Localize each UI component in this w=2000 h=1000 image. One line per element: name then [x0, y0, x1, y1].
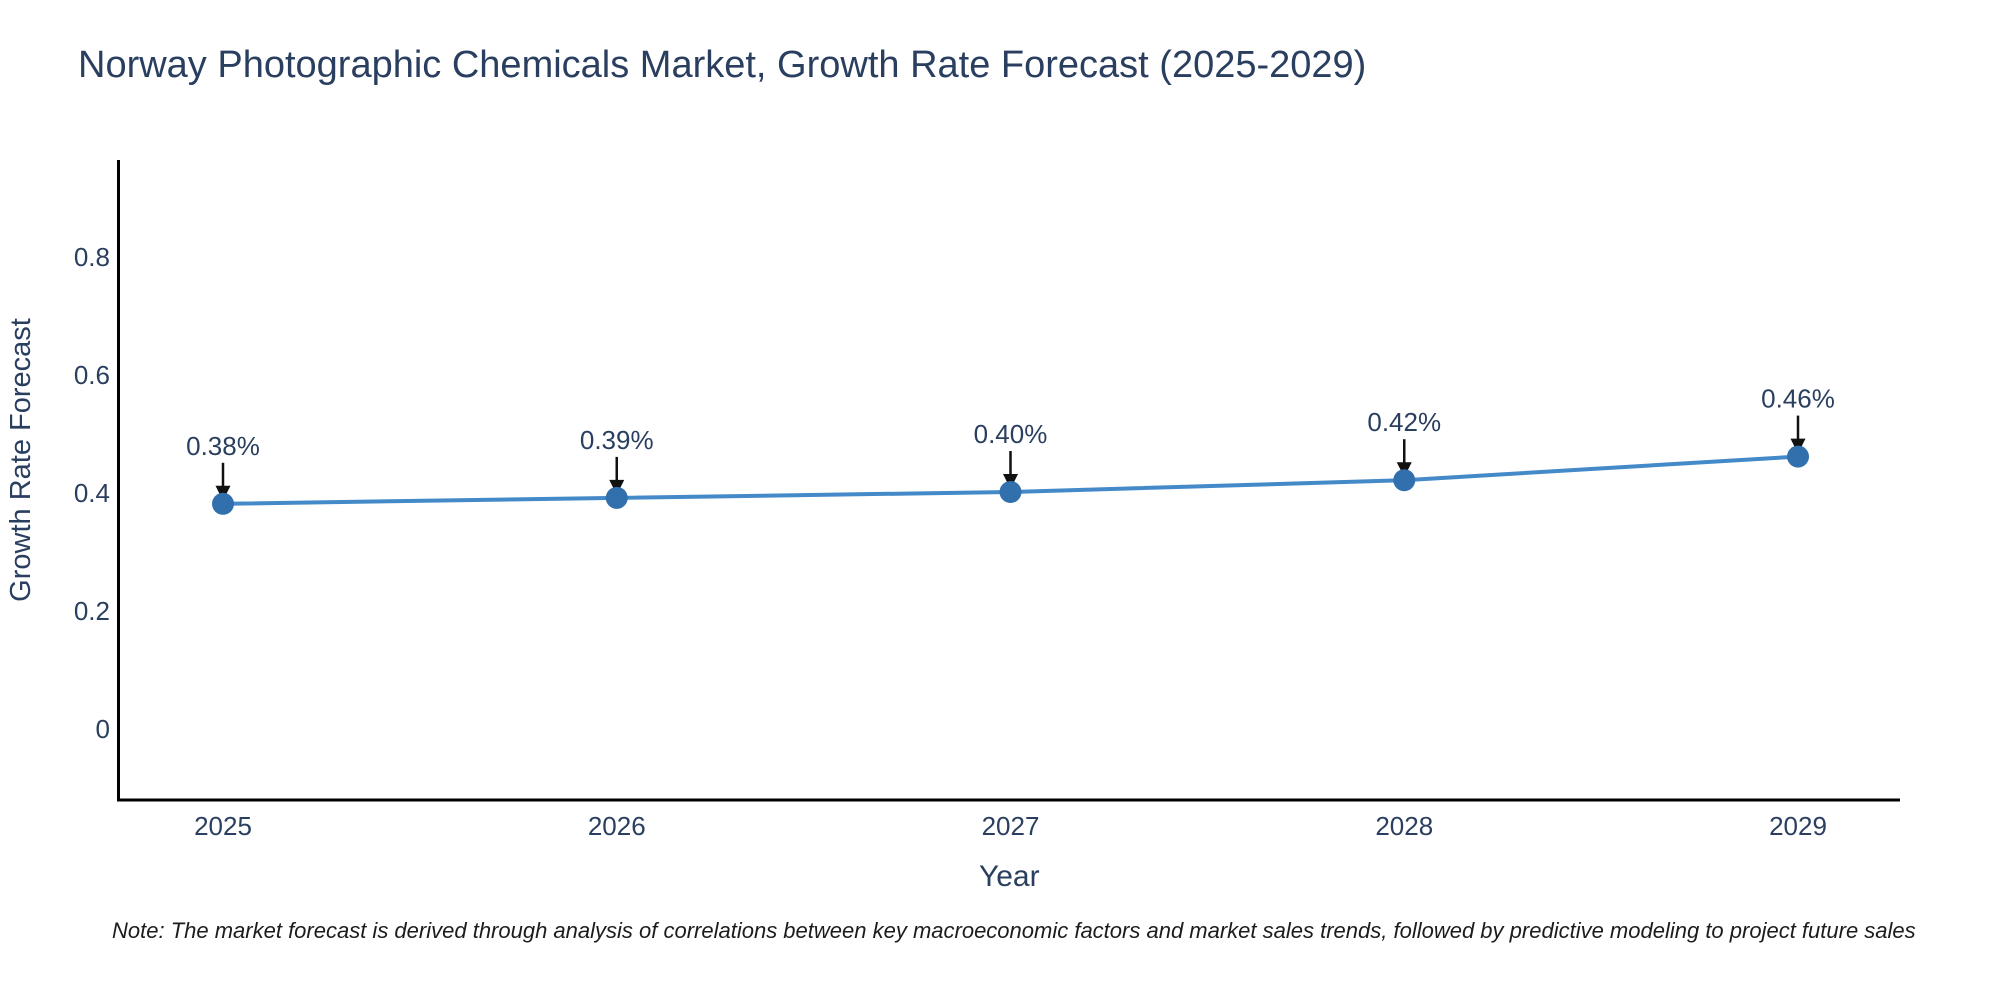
x-axis-title: Year	[979, 860, 1040, 893]
y-tick-label: 0	[96, 714, 110, 744]
y-tick-label: 0.2	[74, 596, 110, 626]
data-point-marker	[605, 486, 628, 509]
data-point-marker	[1787, 445, 1809, 468]
data-point-marker	[212, 492, 234, 515]
data-point-marker	[999, 481, 1022, 503]
annotation-label: 0.40%	[974, 419, 1048, 449]
annotation-label: 0.42%	[1367, 407, 1441, 437]
data-point-marker	[1393, 469, 1416, 492]
annotation-label: 0.38%	[186, 431, 260, 461]
x-tick-label: 2028	[1375, 811, 1433, 841]
chart-title: Norway Photographic Chemicals Market, Gr…	[78, 44, 1367, 86]
x-tick-label: 2027	[982, 811, 1040, 841]
annotation-label: 0.46%	[1761, 384, 1835, 414]
y-tick-label: 0.8	[74, 242, 110, 272]
chart-footnote: Note: The market forecast is derived thr…	[112, 918, 1916, 943]
y-axis-title: Growth Rate Forecast	[5, 318, 37, 602]
annotation-label: 0.39%	[580, 425, 654, 455]
y-tick-label: 0.6	[74, 360, 110, 390]
x-tick-label: 2029	[1769, 811, 1827, 841]
y-tick-label: 0.4	[74, 478, 110, 508]
x-tick-label: 2025	[194, 811, 252, 841]
x-tick-label: 2026	[588, 811, 646, 841]
